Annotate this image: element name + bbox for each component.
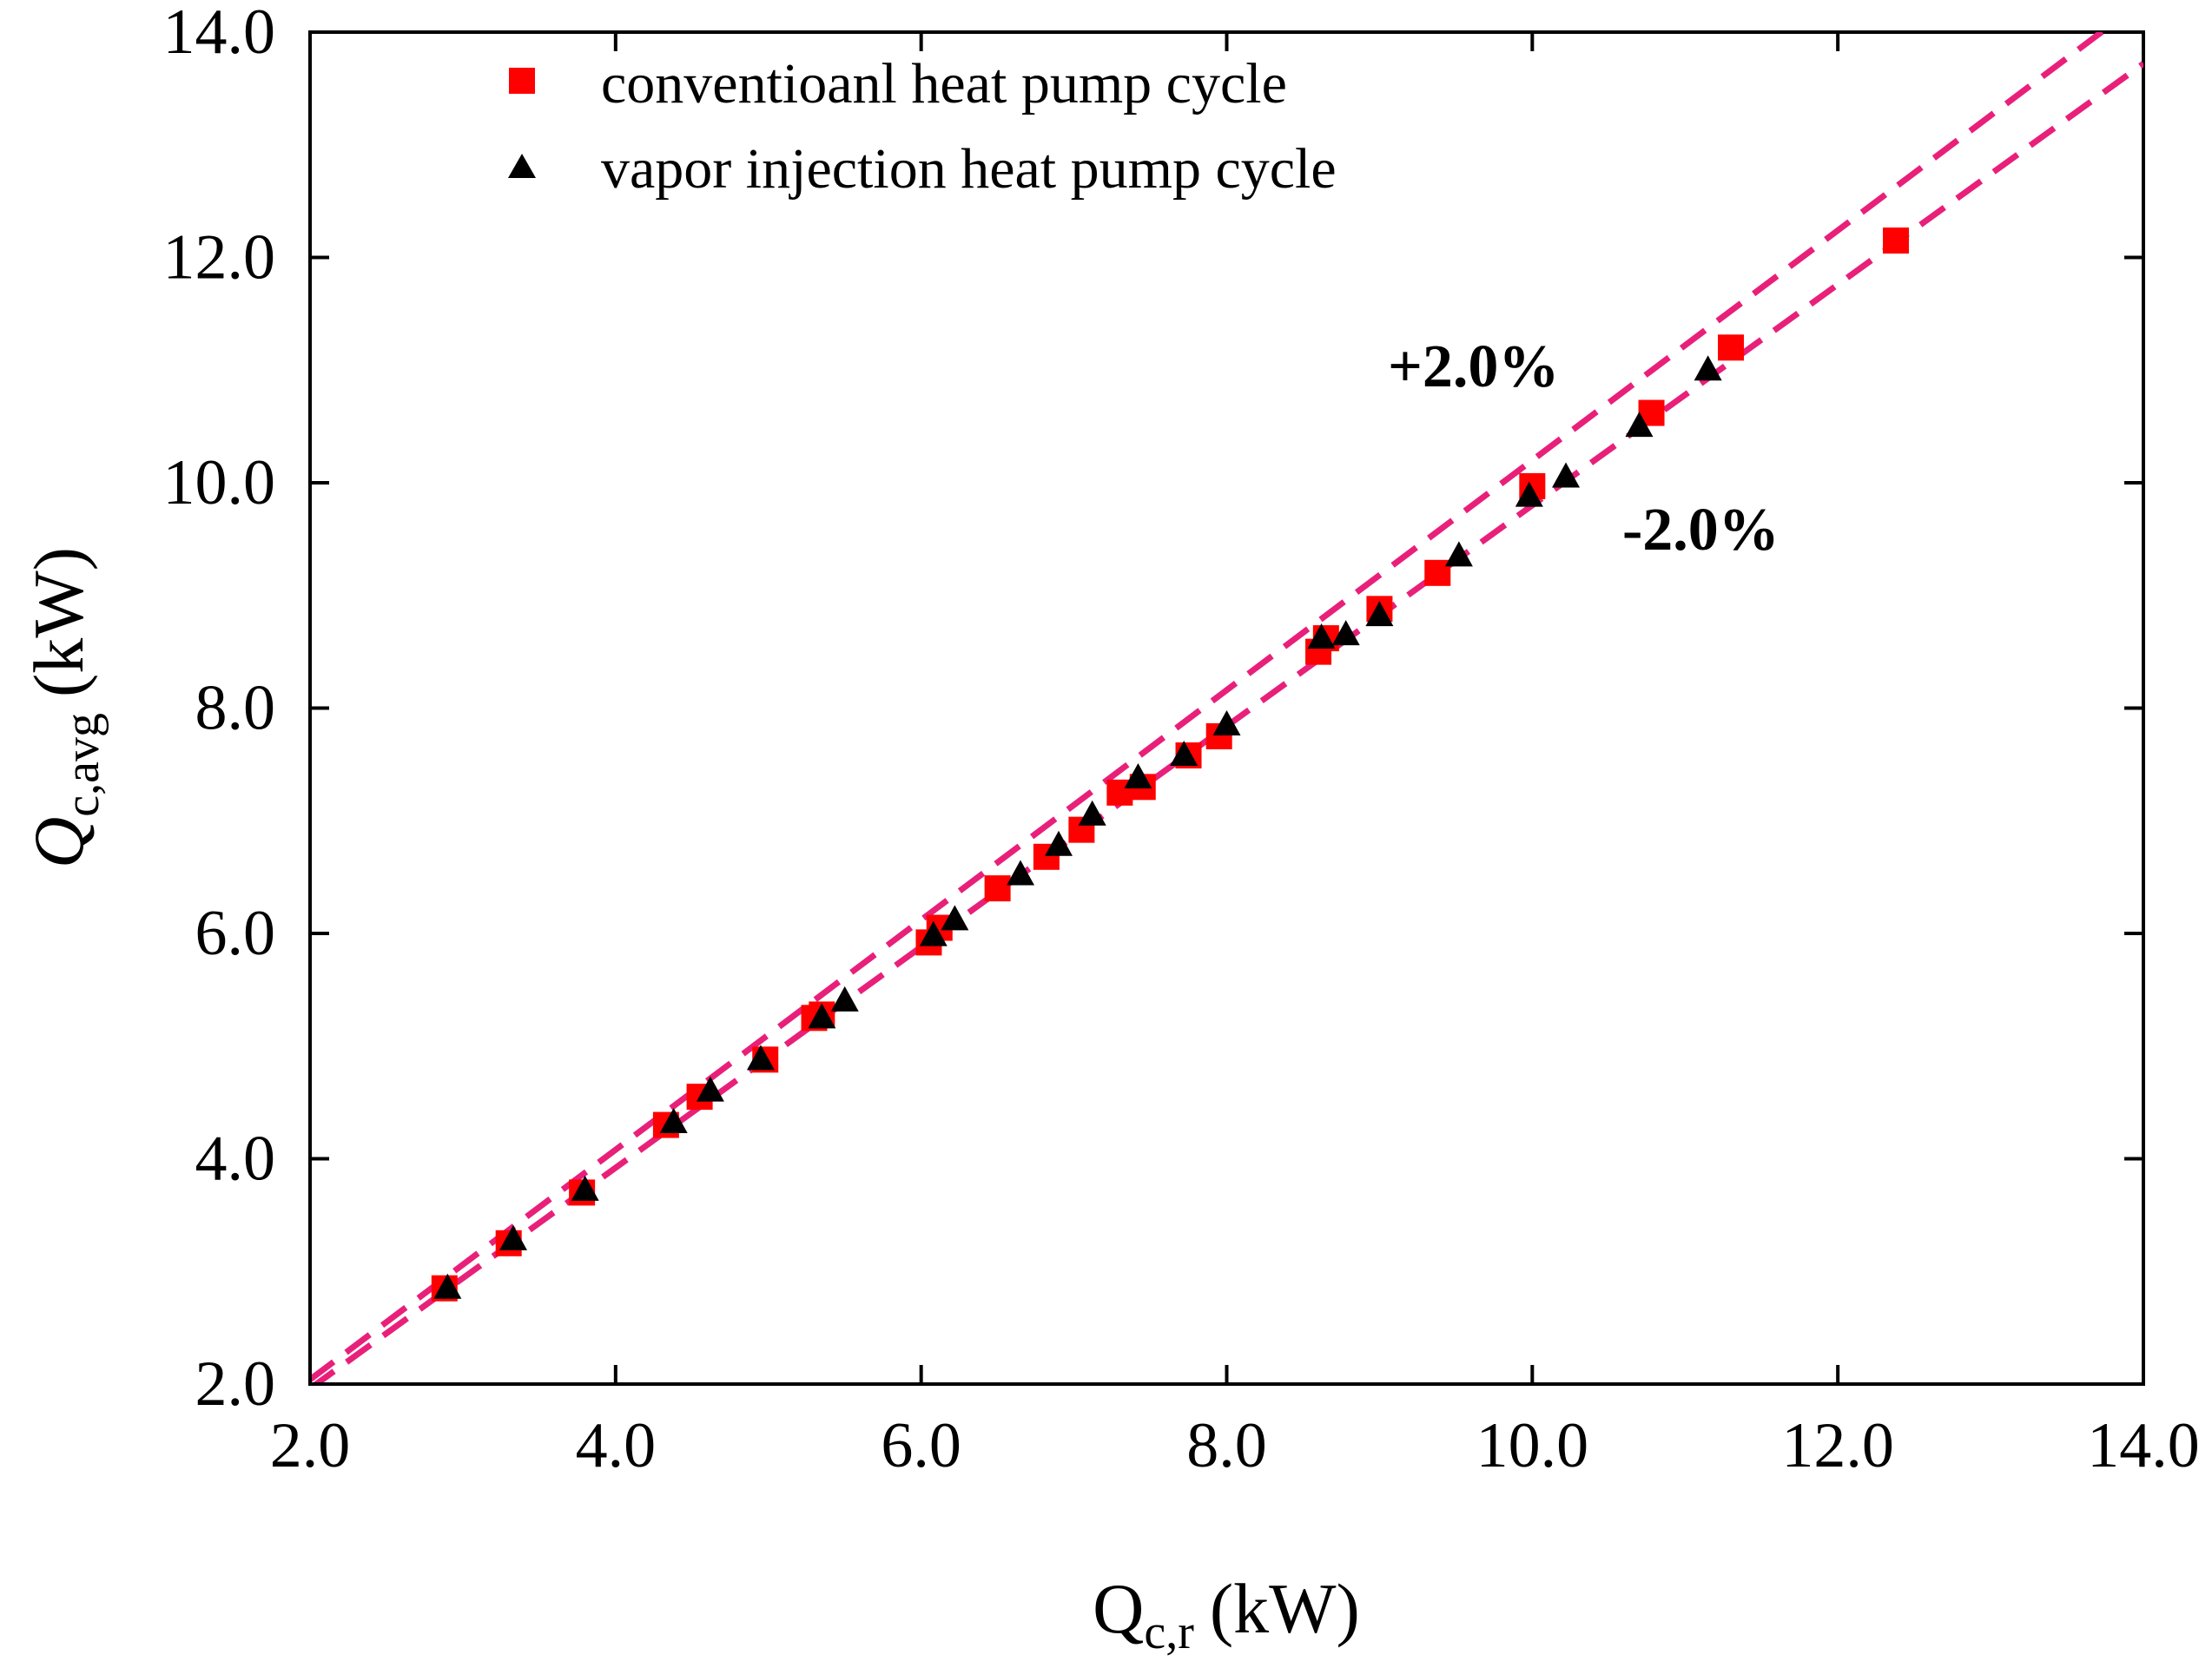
legend-marker-vapor-injection (508, 154, 536, 178)
point-conventional-24 (1883, 227, 1910, 254)
legend-label-conventional: conventioanl heat pump cycle (601, 52, 1287, 115)
point-vapor-injection-13 (1124, 762, 1152, 788)
point-vapor-injection-23 (1694, 355, 1722, 381)
point-vapor-injection-17 (1331, 620, 1360, 646)
point-vapor-injection-2 (571, 1175, 599, 1201)
x-tick-label-3: 8.0 (1186, 1410, 1267, 1481)
y-axis-title: Qc,avg (kW) (19, 547, 109, 868)
point-vapor-injection-11 (1044, 830, 1073, 856)
plot-frame (308, 30, 2145, 1386)
y-axis-title-symbol: Q (19, 817, 98, 868)
x-axis-title-unit: (kW) (1210, 1569, 1360, 1648)
point-conventional-23 (1718, 334, 1745, 361)
y-tick-label-2: 6.0 (195, 898, 276, 969)
y-tick-label-1: 4.0 (195, 1124, 276, 1195)
y-tick-label-0: 2.0 (195, 1348, 276, 1420)
data-markers (431, 227, 1910, 1302)
y-tick-label-5: 12.0 (163, 222, 276, 293)
legend-marker-conventional (509, 68, 535, 94)
point-vapor-injection-8 (919, 920, 948, 946)
point-vapor-injection-9 (941, 905, 969, 931)
x-tick-label-4: 10.0 (1476, 1410, 1589, 1481)
point-vapor-injection-1 (499, 1224, 527, 1250)
point-vapor-injection-6 (808, 1003, 836, 1029)
annotation-minus-2-percent: -2.0% (1622, 497, 1780, 564)
point-vapor-injection-14 (1170, 740, 1198, 766)
point-vapor-injection-4 (696, 1076, 724, 1102)
reference-line-plus-2-percent (310, 32, 2107, 1382)
point-vapor-injection-21 (1552, 462, 1581, 488)
point-vapor-injection-0 (433, 1273, 462, 1299)
point-vapor-injection-15 (1212, 709, 1241, 735)
legend-label-vapor-injection: vapor injection heat pump cycle (601, 137, 1337, 201)
point-vapor-injection-12 (1078, 800, 1106, 826)
point-vapor-injection-18 (1365, 601, 1394, 627)
y-tick-label-4: 10.0 (163, 447, 276, 518)
x-tick-label-5: 12.0 (1781, 1410, 1894, 1481)
x-axis-title-subscript: c,r (1144, 1605, 1194, 1659)
legend: conventioanl heat pump cycle vapor injec… (508, 52, 1337, 201)
y-axis-title-unit: (kW) (19, 547, 98, 697)
annotation-plus-2-percent: +2.0% (1388, 333, 1559, 400)
point-vapor-injection-3 (659, 1107, 688, 1133)
x-tick-label-6: 14.0 (2087, 1410, 2200, 1481)
axis-ticks: 2.0 4.0 6.0 8.0 10.0 12.0 14.0 2.0 4.0 6.0 8.0 10.0… (163, 0, 2200, 1481)
x-axis-title-symbol: Q (1093, 1569, 1144, 1648)
point-conventional-10 (984, 875, 1011, 902)
point-vapor-injection-19 (1444, 541, 1473, 567)
y-axis-title-subscript: c,avg (56, 713, 109, 817)
point-vapor-injection-22 (1625, 412, 1654, 438)
x-tick-label-0: 2.0 (270, 1410, 351, 1481)
y-tick-label-3: 8.0 (195, 673, 276, 744)
x-axis-title: Qc,r (kW) (1093, 1569, 1360, 1659)
x-tick-label-1: 4.0 (576, 1410, 657, 1481)
point-conventional-20 (1424, 559, 1451, 586)
point-vapor-injection-20 (1515, 481, 1543, 507)
point-vapor-injection-5 (746, 1045, 775, 1071)
point-vapor-injection-7 (830, 986, 859, 1012)
x-tick-label-2: 6.0 (881, 1410, 961, 1481)
point-vapor-injection-16 (1307, 623, 1336, 649)
point-vapor-injection-10 (1007, 860, 1035, 886)
y-tick-label-6: 14.0 (163, 0, 276, 68)
